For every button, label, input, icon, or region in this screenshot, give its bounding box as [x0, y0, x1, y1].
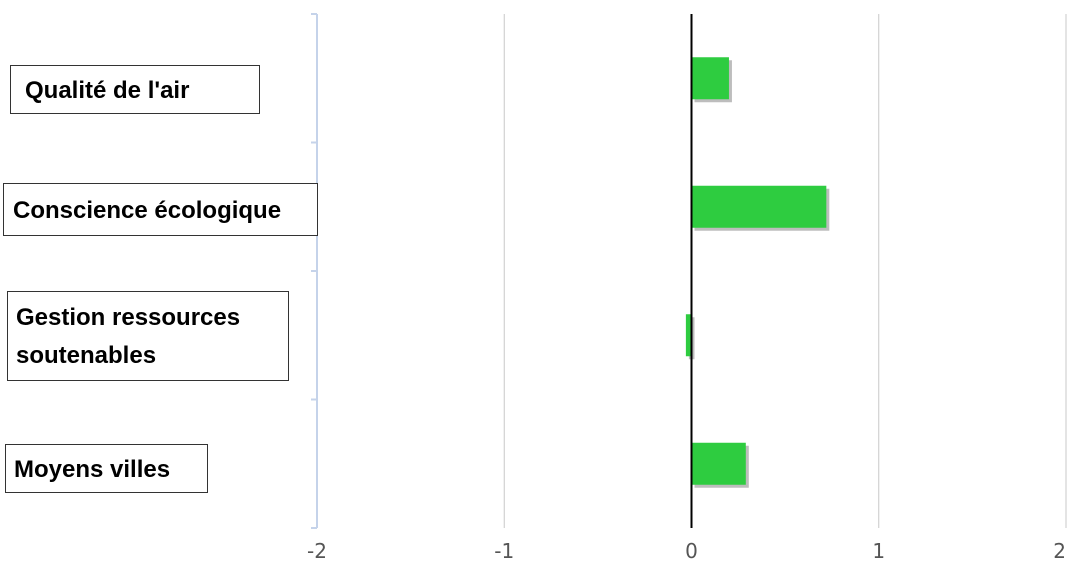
category-label-3-line-0: Moyens villes: [14, 455, 171, 483]
bar-0: [691, 57, 729, 100]
x-tick-label-3: 1: [872, 539, 885, 563]
x-tick-label-0: -2: [307, 539, 327, 563]
category-label-1-line-0: Conscience écologique: [13, 196, 282, 224]
bar-1: [691, 185, 827, 228]
x-tick-label-4: 2: [1053, 539, 1066, 563]
bars: [685, 57, 830, 488]
bar-3: [691, 442, 746, 485]
category-label-0-line-0: Qualité de l'air: [25, 76, 190, 104]
category-label-2: Gestion ressources soutenables: [7, 291, 289, 381]
x-tick-label-1: -1: [494, 539, 514, 563]
x-tick-labels: -2 -1 0 1 2: [307, 539, 1066, 563]
category-label-3: Moyens villes: [5, 444, 208, 493]
gridlines: [503, 14, 1067, 528]
bar-2: [685, 314, 692, 357]
category-label-2-line-1: soutenables: [16, 342, 157, 369]
category-label-2-line-0: Gestion ressources: [16, 304, 241, 331]
category-label-1: Conscience écologique: [3, 183, 318, 236]
category-label-0: Qualité de l'air: [10, 65, 260, 114]
x-tick-label-2: 0: [685, 539, 698, 563]
y-axis: [311, 13, 318, 529]
